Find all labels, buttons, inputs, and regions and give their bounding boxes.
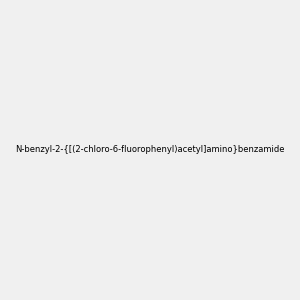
Text: N-benzyl-2-{[(2-chloro-6-fluorophenyl)acetyl]amino}benzamide: N-benzyl-2-{[(2-chloro-6-fluorophenyl)ac… xyxy=(15,146,285,154)
